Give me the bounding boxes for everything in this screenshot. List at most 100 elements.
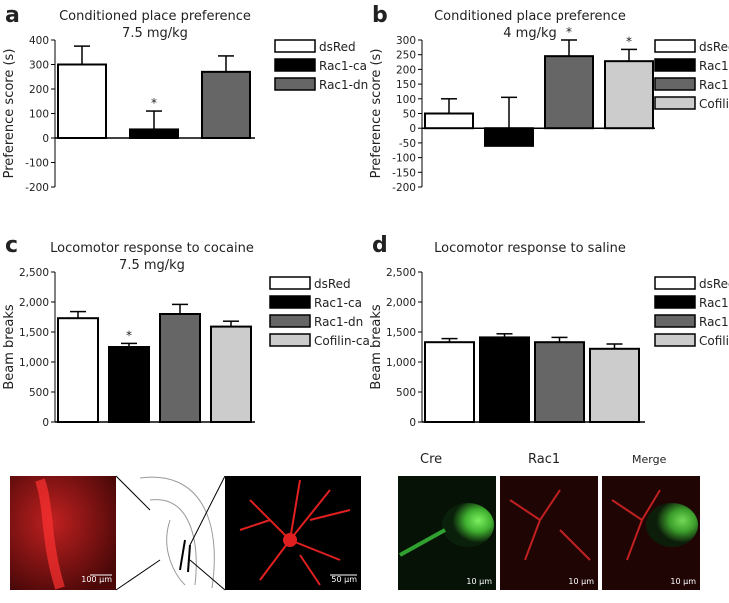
y-tick-label: 1,000	[19, 357, 49, 369]
legend-label: dsRed	[699, 40, 729, 54]
micrograph	[10, 476, 116, 590]
y-axis-label: Preference score (s)	[2, 49, 17, 179]
legend-label: dsRed	[314, 277, 351, 291]
legend-swatch	[269, 314, 311, 328]
y-tick-label: 500	[29, 387, 49, 399]
y-tick-label: 100	[29, 109, 49, 121]
y-tick-label: 200	[396, 64, 416, 76]
neurite	[509, 489, 591, 561]
y-tick-label: 1,500	[386, 327, 416, 339]
y-tick-label: 2,000	[386, 297, 416, 309]
bar	[424, 341, 475, 424]
annotation: *	[566, 25, 572, 39]
channel-label: Rac1	[528, 452, 560, 467]
legend-swatch	[274, 58, 316, 72]
legend-label: Rac1-ca	[699, 296, 729, 310]
y-tick-label: 250	[396, 50, 416, 62]
connector	[189, 559, 226, 591]
legend-swatch	[269, 295, 311, 309]
micrograph	[500, 476, 598, 590]
bar	[129, 128, 179, 140]
panel-label: d	[372, 233, 388, 258]
bar	[57, 317, 99, 424]
legend-swatch	[269, 276, 311, 290]
legend-swatch	[274, 39, 316, 53]
legend-label: Rac1-dn	[699, 78, 729, 92]
y-axis-label: Beam breaks	[369, 304, 384, 389]
atlas-marker	[179, 539, 191, 573]
chart-subtitle: 4 mg/kg	[503, 26, 556, 41]
legend-label: Rac1-dn	[319, 78, 368, 92]
legend-swatch	[654, 314, 696, 328]
scale-label: 10 μm	[568, 577, 594, 586]
soma	[442, 503, 494, 547]
chart-title: Conditioned place preference	[59, 9, 251, 24]
legend-swatch	[654, 295, 696, 309]
bar	[544, 55, 594, 130]
y-axis-label: Beam breaks	[2, 304, 17, 389]
legend-swatch	[269, 333, 311, 347]
y-tick-label: 150	[396, 79, 416, 91]
soma	[646, 503, 698, 547]
atlas	[130, 476, 216, 590]
y-tick-label: -100	[25, 158, 49, 170]
y-tick-label: 0	[409, 417, 416, 429]
chart-title: Conditioned place preference	[434, 9, 626, 24]
y-tick-label: 2,500	[19, 267, 49, 279]
chart-subtitle: 7.5 mg/kg	[122, 26, 188, 41]
y-tick-label: 400	[29, 35, 49, 47]
y-tick-label: 100	[396, 94, 416, 106]
y-tick-label: 0	[42, 133, 49, 145]
panel-label: b	[372, 3, 388, 28]
legend-label: dsRed	[699, 277, 729, 291]
y-tick-label: -100	[392, 153, 416, 165]
bar	[604, 60, 654, 130]
panel-label: c	[5, 233, 18, 258]
y-tick-label: -200	[392, 182, 416, 194]
micrograph	[225, 476, 361, 590]
micrographs: 100 μm 50 μm Cre Rac1 Merge 10 μm 10 μm …	[10, 452, 700, 591]
y-tick-label: 300	[29, 60, 49, 72]
bar	[201, 70, 251, 139]
channel-label: Merge	[632, 453, 667, 466]
chart-subtitle: 7.5 mg/kg	[119, 258, 185, 273]
neuron	[35, 478, 65, 590]
scale-label: 10 μm	[466, 577, 492, 586]
legend-swatch	[274, 77, 316, 91]
legend-swatch	[654, 58, 696, 72]
y-tick-label: 500	[396, 387, 416, 399]
y-tick-label: -150	[392, 167, 416, 179]
y-tick-label: 0	[409, 123, 416, 135]
y-tick-label: 2,500	[386, 267, 416, 279]
legend-swatch	[654, 333, 696, 347]
y-tick-label: 50	[403, 109, 416, 121]
legend-label: Rac1-ca	[699, 59, 729, 73]
soma	[283, 533, 297, 547]
legend-swatch	[654, 276, 696, 290]
connector	[189, 475, 226, 546]
annotation: *	[126, 328, 132, 342]
chart-title: Locomotor response to saline	[434, 241, 626, 256]
bar	[534, 341, 585, 424]
legend-label: Cofilin-ca	[699, 97, 729, 111]
bar	[210, 325, 252, 424]
y-tick-label: 200	[29, 84, 49, 96]
legend-swatch	[654, 77, 696, 91]
legend-label: Cofilin-ca	[699, 334, 729, 348]
y-axis-label: Preference score (s)	[369, 49, 384, 179]
y-tick-label: -200	[25, 182, 49, 194]
bar	[424, 112, 474, 130]
legend-label: dsRed	[319, 40, 356, 54]
channel-label: Cre	[420, 452, 442, 467]
neurite	[611, 489, 661, 561]
bar	[479, 336, 530, 423]
y-tick-label: -50	[399, 138, 416, 150]
panel-label: a	[5, 3, 20, 28]
chart-title: Locomotor response to cocaine	[50, 241, 254, 256]
y-tick-label: 0	[42, 417, 49, 429]
y-tick-label: 1,000	[386, 357, 416, 369]
legend-label: Rac1-ca	[319, 59, 367, 73]
connector	[115, 475, 151, 511]
bar	[57, 63, 107, 139]
bar	[484, 127, 534, 147]
